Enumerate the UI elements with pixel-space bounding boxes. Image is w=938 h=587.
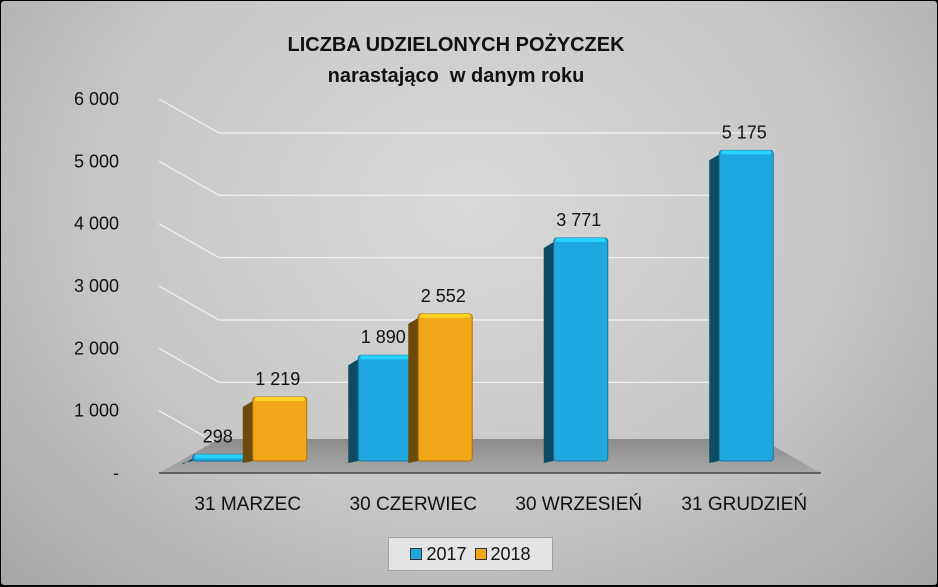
bar-side — [408, 317, 419, 463]
y-tick-label: 3 000 — [74, 276, 119, 296]
bar-2018-0 — [252, 396, 308, 462]
bar-2017-2 — [553, 237, 609, 462]
x-tick-label: 30 CZERWIEC — [350, 494, 477, 515]
legend-swatch-2017 — [410, 548, 423, 560]
bar-top — [254, 397, 305, 402]
chart-title: LICZBA UDZIELONYCH POŻYCZEK — [287, 33, 625, 56]
bar-top — [721, 150, 772, 155]
data-label: 1 219 — [255, 369, 300, 389]
x-tick-label: 30 WRZESIEŃ — [515, 494, 642, 515]
data-label: 3 771 — [556, 210, 601, 230]
legend: 2017 2018 — [388, 537, 553, 571]
chart-floor — [159, 439, 821, 473]
y-tick-label: - — [113, 463, 119, 483]
legend-item-2017: 2017 — [410, 543, 467, 565]
y-tick-label: 4 000 — [74, 214, 119, 234]
legend-label-2017: 2017 — [426, 543, 467, 564]
y-tick-label: 1 000 — [74, 401, 119, 421]
bar-top — [420, 313, 471, 318]
bar-top — [555, 237, 606, 242]
bar-side — [709, 154, 720, 464]
y-tick-label: 6 000 — [74, 89, 119, 109]
bar-2017-1 — [357, 354, 413, 462]
bar-side — [543, 241, 554, 463]
legend-item-2018: 2018 — [474, 543, 531, 565]
gridline — [158, 98, 761, 134]
chart-subtitle: narastająco w danym roku — [328, 65, 585, 87]
gridline — [158, 223, 761, 259]
bar-2018-1 — [417, 313, 473, 462]
bar-top — [194, 454, 245, 459]
bar-top — [360, 355, 411, 360]
bar-2017-3 — [718, 149, 774, 462]
x-tick-label: 31 MARZEC — [194, 494, 301, 515]
bar-side — [348, 359, 359, 463]
bar-side — [242, 401, 253, 463]
bar-side — [182, 458, 193, 465]
x-tick-label: 31 GRUDZIEŃ — [681, 494, 807, 515]
data-label: 5 175 — [722, 122, 767, 142]
gridline — [158, 160, 761, 196]
y-tick-label: 2 000 — [74, 338, 119, 358]
y-tick-label: 5 000 — [74, 151, 119, 171]
data-label: 298 — [203, 426, 233, 446]
data-label: 2 552 — [421, 286, 466, 306]
legend-swatch-2018 — [474, 548, 487, 560]
data-label: 1 890 — [361, 327, 406, 347]
legend-label-2018: 2018 — [490, 543, 531, 564]
